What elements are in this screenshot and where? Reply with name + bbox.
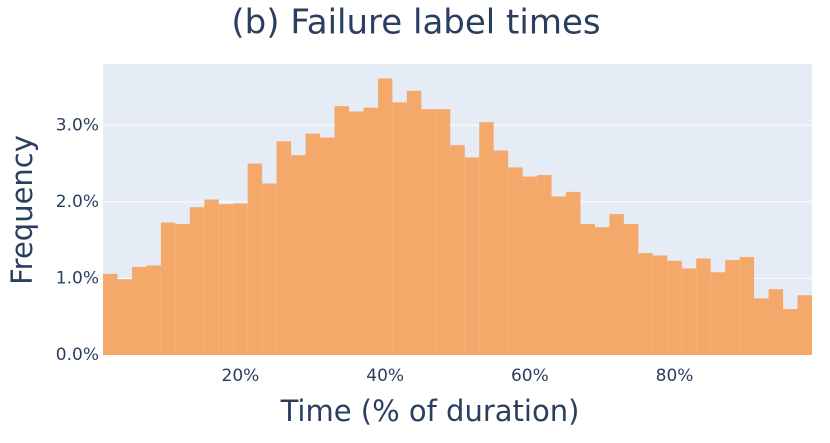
bar [160, 222, 176, 355]
bar [652, 255, 668, 355]
bar [580, 224, 595, 355]
bar [681, 268, 697, 355]
bar [754, 298, 769, 355]
bar [725, 260, 740, 355]
x-tick-label: 80% [656, 366, 694, 386]
x-axis-label: Time (% of duration) [280, 394, 580, 428]
bar [594, 227, 610, 355]
bar [218, 204, 234, 355]
bar [421, 109, 436, 355]
bar [435, 109, 451, 355]
bar [783, 309, 798, 355]
bar [247, 163, 263, 355]
bar [204, 199, 219, 355]
y-tick-label: 1.0% [56, 268, 99, 288]
bar [696, 258, 711, 355]
bar [450, 145, 465, 355]
bar [464, 157, 480, 355]
bar [189, 207, 205, 355]
bar [537, 175, 552, 355]
y-tick-label: 2.0% [56, 192, 99, 212]
bar [392, 102, 407, 355]
bar [566, 191, 581, 355]
x-tick-label: 60% [511, 366, 549, 386]
bar [305, 133, 321, 355]
bar [262, 183, 277, 355]
bar [739, 256, 755, 355]
bar [146, 265, 161, 355]
y-tick-label: 0.0% [56, 345, 99, 365]
bar [623, 224, 639, 355]
bar [406, 90, 422, 355]
chart-title: (b) Failure label times [231, 3, 600, 43]
bar [348, 111, 364, 356]
bar [103, 273, 118, 355]
bar [522, 176, 538, 355]
bar [117, 279, 132, 355]
bar [291, 155, 306, 355]
bar [334, 106, 349, 355]
bar [710, 272, 726, 355]
bar [609, 214, 624, 355]
bar [797, 295, 812, 355]
bar [508, 167, 523, 355]
bar [233, 203, 248, 355]
bar [551, 196, 567, 355]
bar [493, 150, 509, 355]
bar [320, 137, 335, 355]
bar [377, 78, 393, 356]
bar [276, 141, 292, 355]
y-tick-label: 3.0% [56, 115, 99, 135]
bar [131, 266, 147, 355]
x-tick-label: 20% [222, 366, 260, 386]
bar [363, 107, 378, 356]
bar [667, 260, 682, 355]
y-axis-label: Frequency [5, 135, 39, 285]
bar [638, 253, 653, 355]
bar [479, 122, 494, 355]
bar [175, 224, 190, 355]
x-tick-label: 40% [366, 366, 404, 386]
bar [768, 289, 784, 355]
